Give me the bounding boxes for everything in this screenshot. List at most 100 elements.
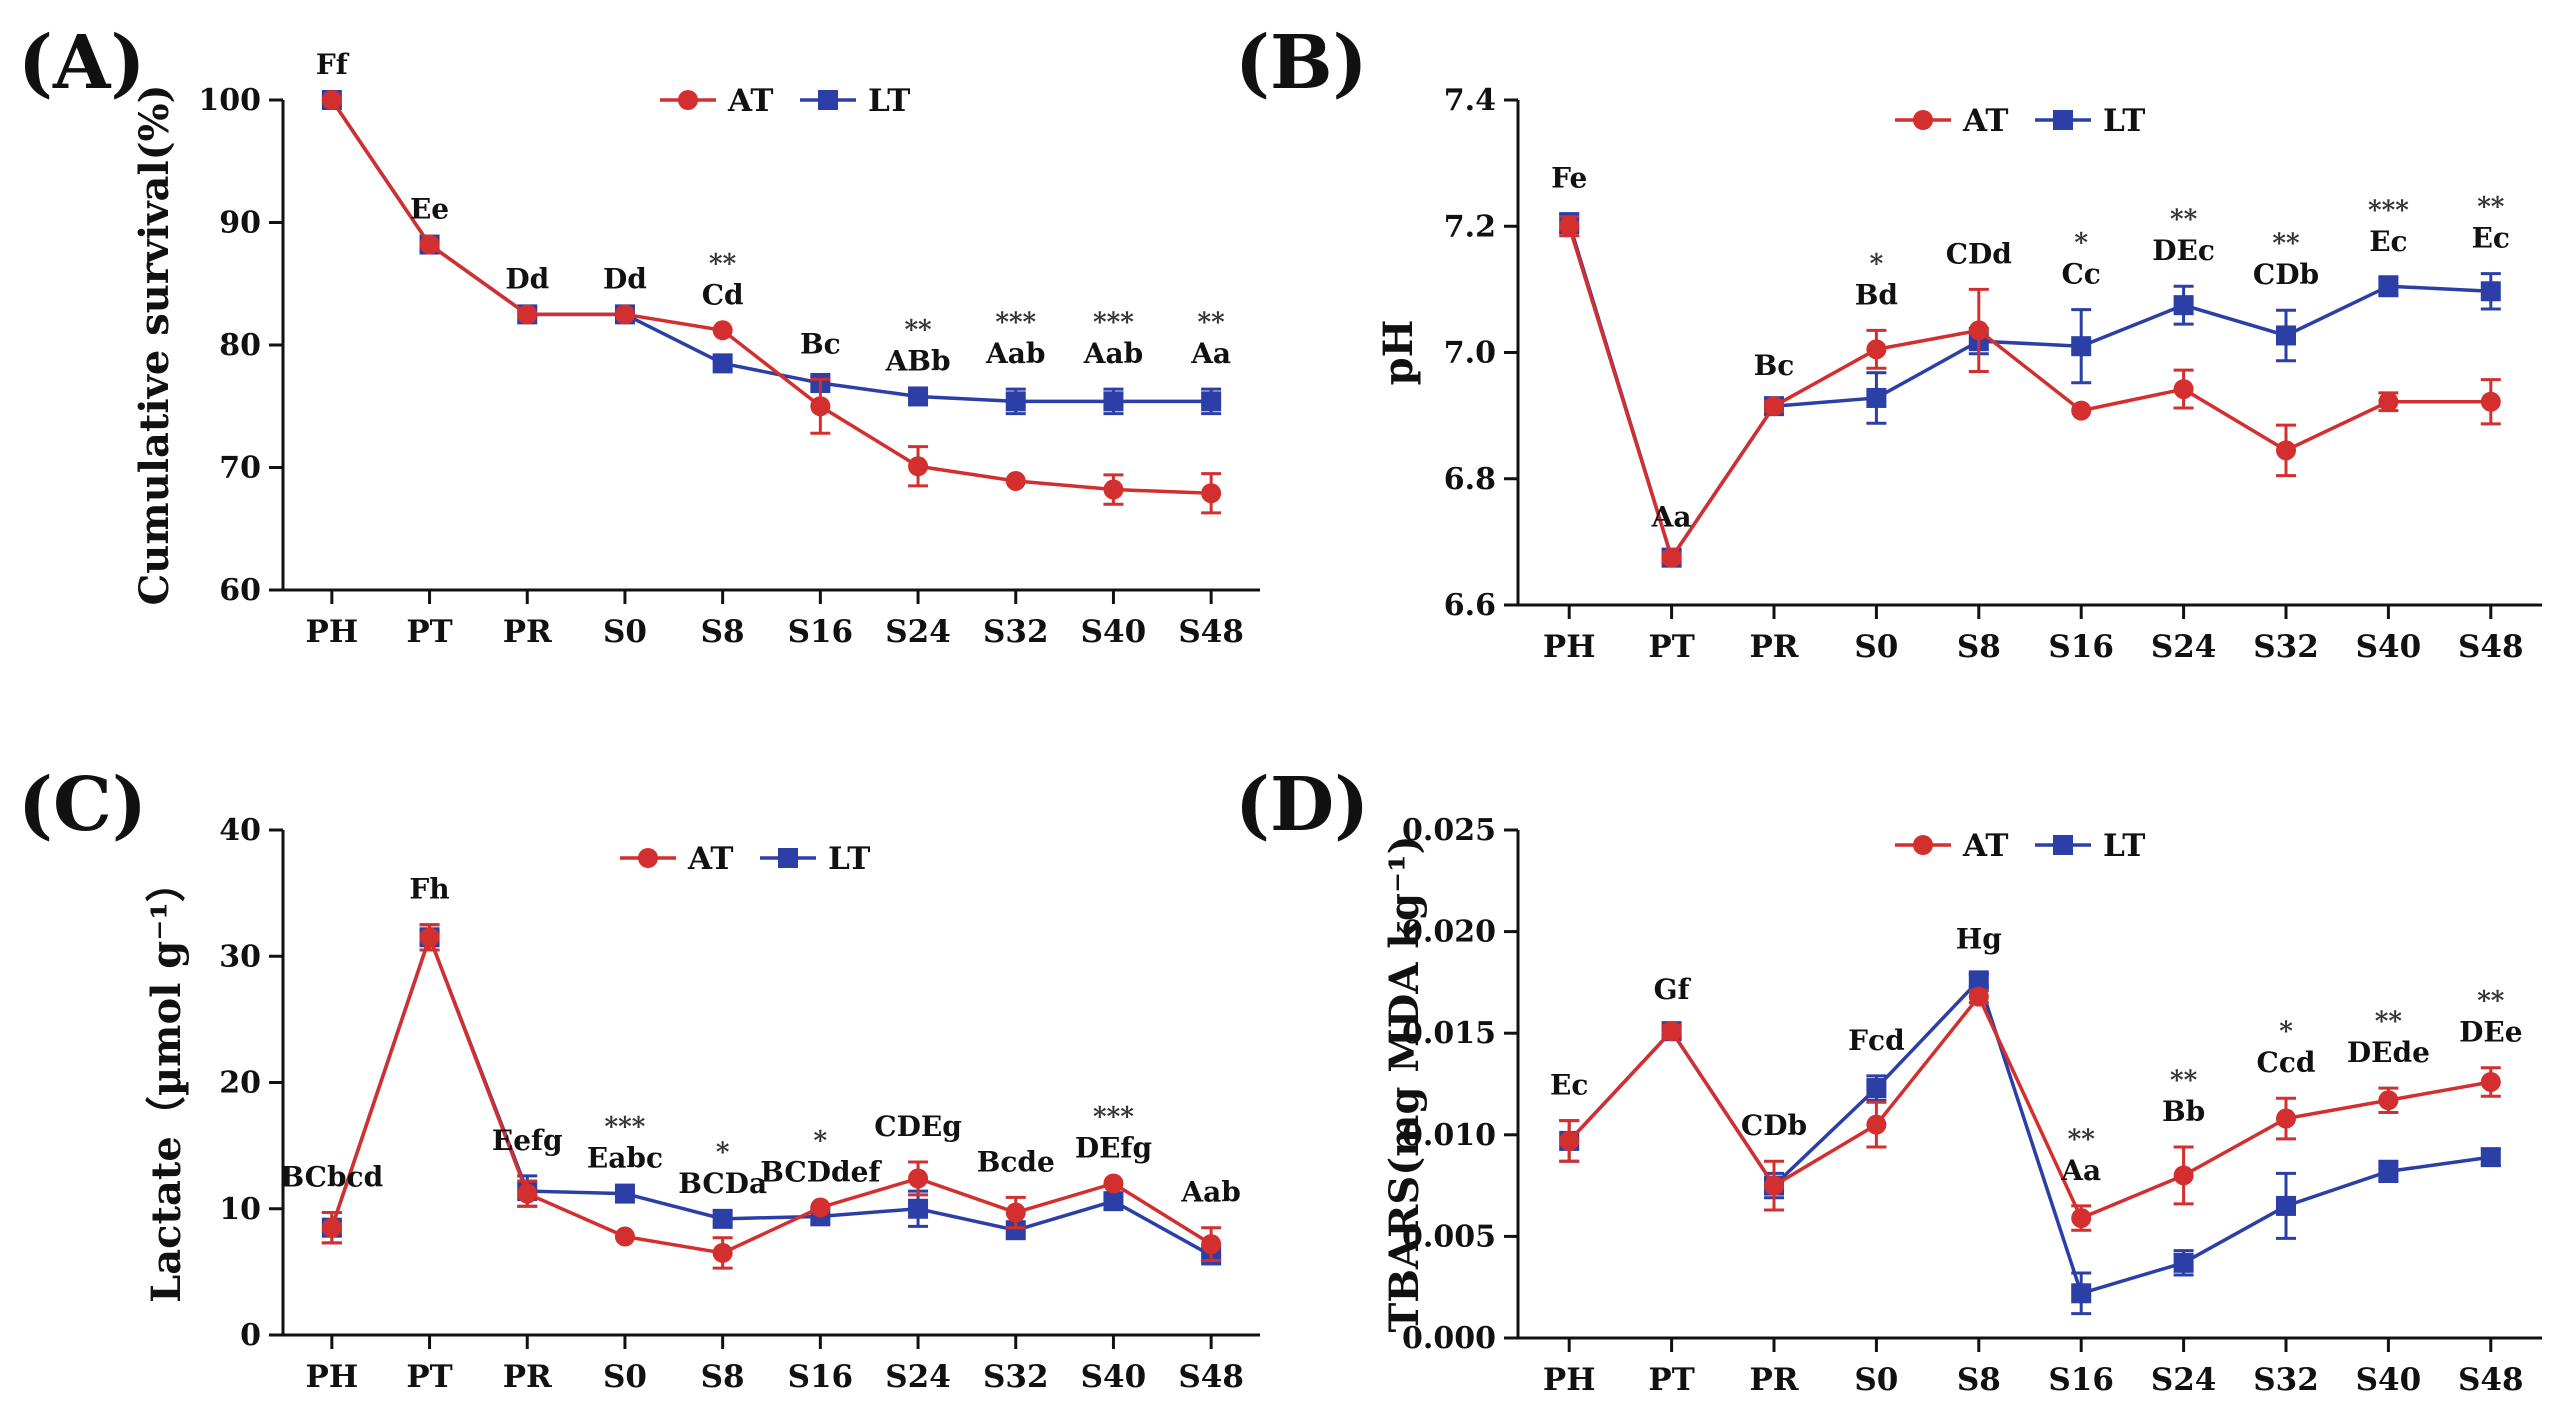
y-axis-label: Lactate（µmol g⁻¹） — [143, 862, 190, 1303]
data-point-at — [1005, 470, 1026, 491]
legend-label: LT — [828, 841, 870, 877]
chart-panel-a: (A) 60 70 80 90 100 PH PT PR S0 S8 S16 S24 S32 S40 S48 C… — [18, 20, 1260, 650]
x-tick-label: PT — [406, 1359, 452, 1395]
x-tick-label: S16 — [2048, 1362, 2114, 1398]
group-letter-label: BCbcd — [281, 1161, 384, 1194]
x-tick-label: S16 — [2048, 629, 2114, 665]
y-tick-label: 100 — [198, 83, 261, 118]
group-letter-label: Bc — [1754, 349, 1795, 382]
data-point-lt — [2276, 325, 2296, 346]
y-tick-label: 40 — [219, 813, 261, 848]
data-point-at — [1866, 1114, 1887, 1135]
data-point-lt — [2071, 1283, 2092, 1304]
y-tick-label: 6.6 — [1444, 588, 1496, 623]
y-tick-label: 7.2 — [1444, 209, 1496, 244]
significance-stars: * — [2279, 1017, 2293, 1047]
data-point-at — [419, 927, 440, 948]
group-letter-label: Bc — [800, 327, 841, 360]
y-tick-label: 20 — [219, 1066, 261, 1101]
data-point-lt — [1866, 387, 1887, 408]
group-letter-label: ABb — [885, 344, 951, 377]
series-line-lt — [330, 99, 1212, 404]
series-line-at — [330, 932, 1213, 1255]
group-letter-label: BCDdef — [760, 1155, 882, 1188]
x-tick-label: S32 — [2253, 1362, 2319, 1398]
x-tick-label: S48 — [1178, 1359, 1244, 1395]
x-tick-label: S48 — [1178, 614, 1244, 650]
group-letter-label: Dd — [603, 262, 647, 295]
group-letter-label: Ec — [2369, 225, 2407, 258]
y-axis-label: Cumulative survival(%) — [131, 84, 178, 605]
x-tick-label: PR — [503, 1359, 552, 1395]
data-point-at — [2071, 400, 2092, 421]
x-tick-label: S32 — [983, 1359, 1049, 1395]
legend-label: LT — [2103, 103, 2145, 139]
data-point-at — [712, 1242, 733, 1263]
legend: AT LT — [620, 841, 870, 877]
legend: AT LT — [660, 83, 910, 119]
data-point-lt — [2276, 1195, 2296, 1216]
data-point-at — [908, 1168, 929, 1189]
x-tick-label: S0 — [1854, 629, 1898, 665]
x-tick-label: PH — [1543, 1362, 1596, 1398]
data-point-at — [810, 396, 831, 417]
data-point-lt — [614, 1183, 635, 1204]
legend-marker-lt — [778, 848, 798, 868]
x-tick-label: PR — [1749, 1362, 1798, 1398]
panel-tag: (B) — [1235, 20, 1368, 106]
data-point-lt — [2480, 281, 2501, 302]
x-tick-label: S24 — [885, 1359, 951, 1395]
group-letter-label: Ec — [1550, 1069, 1588, 1102]
y-tick-label: 80 — [219, 328, 261, 363]
data-point-lt — [2480, 1147, 2501, 1168]
x-tick-label: PH — [306, 614, 359, 650]
group-letter-label: Ff — [316, 48, 350, 81]
group-letter-label: Fh — [409, 873, 449, 906]
group-letter-label: DEc — [2152, 234, 2215, 267]
legend-marker-lt — [2053, 835, 2073, 855]
data-point-at — [1661, 1021, 1682, 1042]
data-point-lt — [2173, 295, 2194, 316]
data-point-lt — [1005, 391, 1026, 412]
x-tick-label: PR — [1749, 629, 1798, 665]
data-point-at — [2480, 391, 2501, 412]
group-letter-label: Bd — [1855, 278, 1898, 311]
data-point-at — [2276, 1108, 2296, 1129]
data-point-at — [2378, 391, 2399, 412]
group-letter-label: DEfg — [1075, 1132, 1152, 1165]
data-point-at — [1968, 320, 1989, 341]
group-letter-label: Aa — [1651, 501, 1692, 534]
data-point-lt — [2173, 1252, 2194, 1273]
data-point-lt — [2378, 276, 2399, 297]
y-tick-label: 7.0 — [1444, 336, 1496, 371]
legend: AT LT — [1895, 828, 2145, 864]
data-point-at — [1866, 339, 1887, 360]
x-tick-label: S8 — [1957, 629, 2001, 665]
legend-label: AT — [1962, 103, 2008, 139]
x-tick-label: PH — [1543, 629, 1596, 665]
data-point-at — [1201, 1234, 1222, 1255]
significance-stars: *** — [995, 308, 1036, 338]
data-point-at — [1559, 216, 1580, 237]
legend-marker-at — [678, 90, 698, 110]
data-point-at — [1103, 479, 1124, 500]
x-tick-label: S24 — [2151, 1362, 2217, 1398]
data-point-at — [321, 1217, 342, 1238]
data-point-lt — [908, 1198, 929, 1219]
y-tick-label: 0.020 — [1402, 915, 1496, 950]
panel-tag: (A) — [18, 20, 145, 106]
significance-stars: *** — [2368, 196, 2409, 226]
group-letter-label: Bb — [2162, 1095, 2205, 1128]
legend-label: AT — [687, 841, 733, 877]
group-letter-label: CDb — [1741, 1109, 1807, 1142]
significance-stars: *** — [605, 1113, 646, 1143]
significance-stars: * — [716, 1138, 730, 1168]
series-line-lt — [330, 932, 1213, 1257]
significance-stars: ** — [709, 249, 737, 279]
significance-stars: ** — [2477, 193, 2505, 223]
y-tick-label: 60 — [219, 573, 261, 608]
data-point-at — [1764, 396, 1784, 417]
group-letter-label: Dd — [505, 262, 549, 295]
significance-stars: ** — [2170, 205, 2198, 235]
data-point-lt — [1103, 391, 1124, 412]
